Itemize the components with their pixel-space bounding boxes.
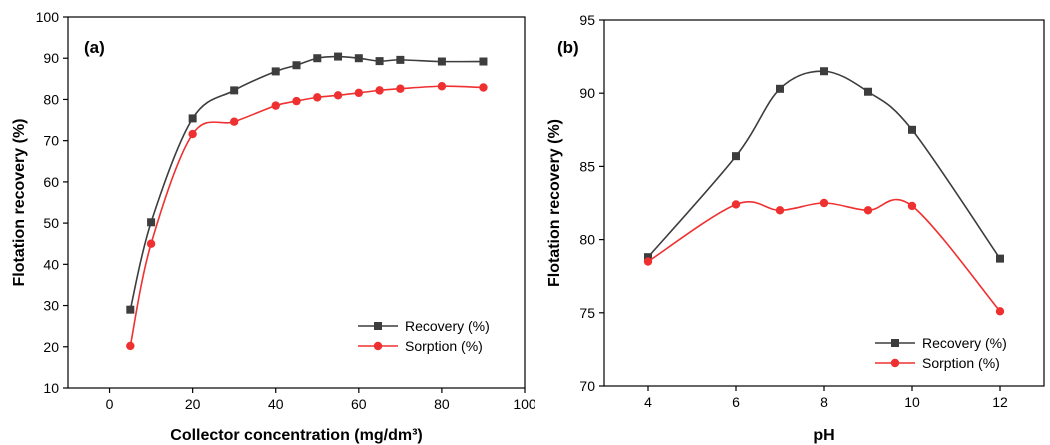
data-point-recovery [437, 57, 446, 66]
x-tick-label: 60 [351, 396, 367, 412]
x-tick-label: 6 [732, 394, 740, 410]
x-tick-label: 100 [513, 396, 535, 412]
data-point-sorption [188, 129, 197, 139]
x-tick-label: 12 [992, 394, 1008, 410]
y-tick-label: 60 [43, 174, 59, 190]
y-tick-label: 50 [43, 215, 59, 231]
y-tick-label: 20 [43, 339, 59, 355]
x-tick-label: 40 [268, 396, 284, 412]
data-point-sorption [229, 117, 239, 126]
panel-label: (b) [557, 38, 579, 57]
series-line-sorption [129, 85, 484, 347]
data-point-sorption [271, 101, 280, 110]
data-point-sorption [479, 83, 488, 92]
legend-label-sorption: Sorption (%) [405, 338, 483, 354]
y-tick-label: 70 [43, 133, 59, 149]
data-point-recovery [820, 67, 828, 76]
y-axis-title: Flotation recovery (%) [11, 118, 28, 286]
series-line-recovery [129, 55, 484, 310]
data-point-sorption [354, 88, 364, 98]
chart-ph: 4 6 8 10 12 70 75 80 85 90 95 pH Flotation recovery … [546, 12, 1045, 444]
data-point-recovery [292, 61, 301, 70]
data-point-sorption [437, 82, 447, 91]
y-tick-label: 75 [579, 305, 595, 321]
series-line-sorption [647, 198, 1001, 312]
legend-marker-recovery [374, 322, 382, 330]
data-point-sorption [396, 84, 405, 93]
legend-marker-sorption [890, 358, 900, 368]
y-tick-label: 30 [43, 298, 59, 314]
y-tick-label: 80 [43, 91, 59, 107]
x-tick-label: 10 [904, 394, 920, 410]
data-point-sorption [643, 257, 653, 266]
data-point-recovery [375, 57, 384, 66]
legend-marker-recovery [891, 339, 899, 347]
data-point-recovery [147, 218, 156, 227]
data-point-recovery [996, 254, 1004, 263]
data-point-recovery [864, 87, 872, 96]
data-point-recovery [334, 52, 343, 61]
y-tick-label: 90 [579, 85, 595, 101]
data-point-recovery [126, 305, 135, 314]
y-tick-label: 100 [36, 9, 60, 25]
x-tick-label: 20 [185, 396, 201, 412]
y-tick-label: 40 [43, 256, 59, 272]
x-tick-label: 80 [434, 396, 450, 412]
data-point-recovery [271, 67, 280, 76]
legend-label-recovery: Recovery (%) [922, 335, 1007, 351]
legend-label-recovery: Recovery (%) [405, 318, 490, 334]
y-tick-label: 90 [43, 50, 59, 66]
data-point-sorption [775, 206, 785, 215]
data-point-sorption [333, 91, 343, 100]
plot-frame [67, 16, 526, 389]
panel-label: (a) [84, 38, 105, 57]
data-point-sorption [375, 86, 384, 95]
data-point-sorption [731, 200, 741, 209]
data-point-recovery [479, 57, 488, 66]
data-point-sorption [146, 239, 156, 248]
data-point-recovery [188, 114, 197, 123]
data-point-sorption [863, 206, 873, 215]
x-tick-label: 8 [820, 394, 828, 410]
data-point-recovery [908, 125, 916, 134]
data-point-recovery [354, 54, 363, 63]
data-point-recovery [313, 54, 322, 63]
y-tick-label: 95 [579, 12, 595, 28]
data-point-sorption [995, 307, 1005, 316]
legend-label-sorption: Sorption (%) [922, 355, 1000, 371]
x-axis-title: Collector concentration (mg/dm³) [170, 427, 422, 444]
y-tick-label: 10 [43, 380, 59, 396]
data-point-sorption [292, 96, 301, 106]
data-point-sorption [819, 198, 829, 208]
data-point-recovery [732, 152, 740, 161]
y-tick-label: 80 [579, 232, 595, 248]
data-point-recovery [230, 86, 239, 95]
y-axis-title: Flotation recovery (%) [546, 119, 563, 287]
series-line-recovery [647, 70, 1001, 260]
y-tick-label: 70 [579, 378, 595, 394]
x-tick-label: 0 [106, 396, 114, 412]
data-point-recovery [396, 55, 405, 64]
legend-marker-sorption [373, 341, 383, 351]
data-point-sorption [907, 201, 917, 211]
data-point-sorption [126, 341, 135, 351]
data-point-recovery [776, 84, 784, 93]
data-point-sorption [313, 93, 322, 102]
x-tick-label: 4 [644, 394, 652, 410]
data-point-recovery [644, 253, 652, 262]
y-tick-label: 85 [579, 158, 595, 174]
x-axis-title: pH [813, 427, 834, 444]
chart-collector-concentration: 0 20 40 60 80 100 10 20 30 40 50 60 70 80 90 100 Collect… [11, 9, 535, 444]
